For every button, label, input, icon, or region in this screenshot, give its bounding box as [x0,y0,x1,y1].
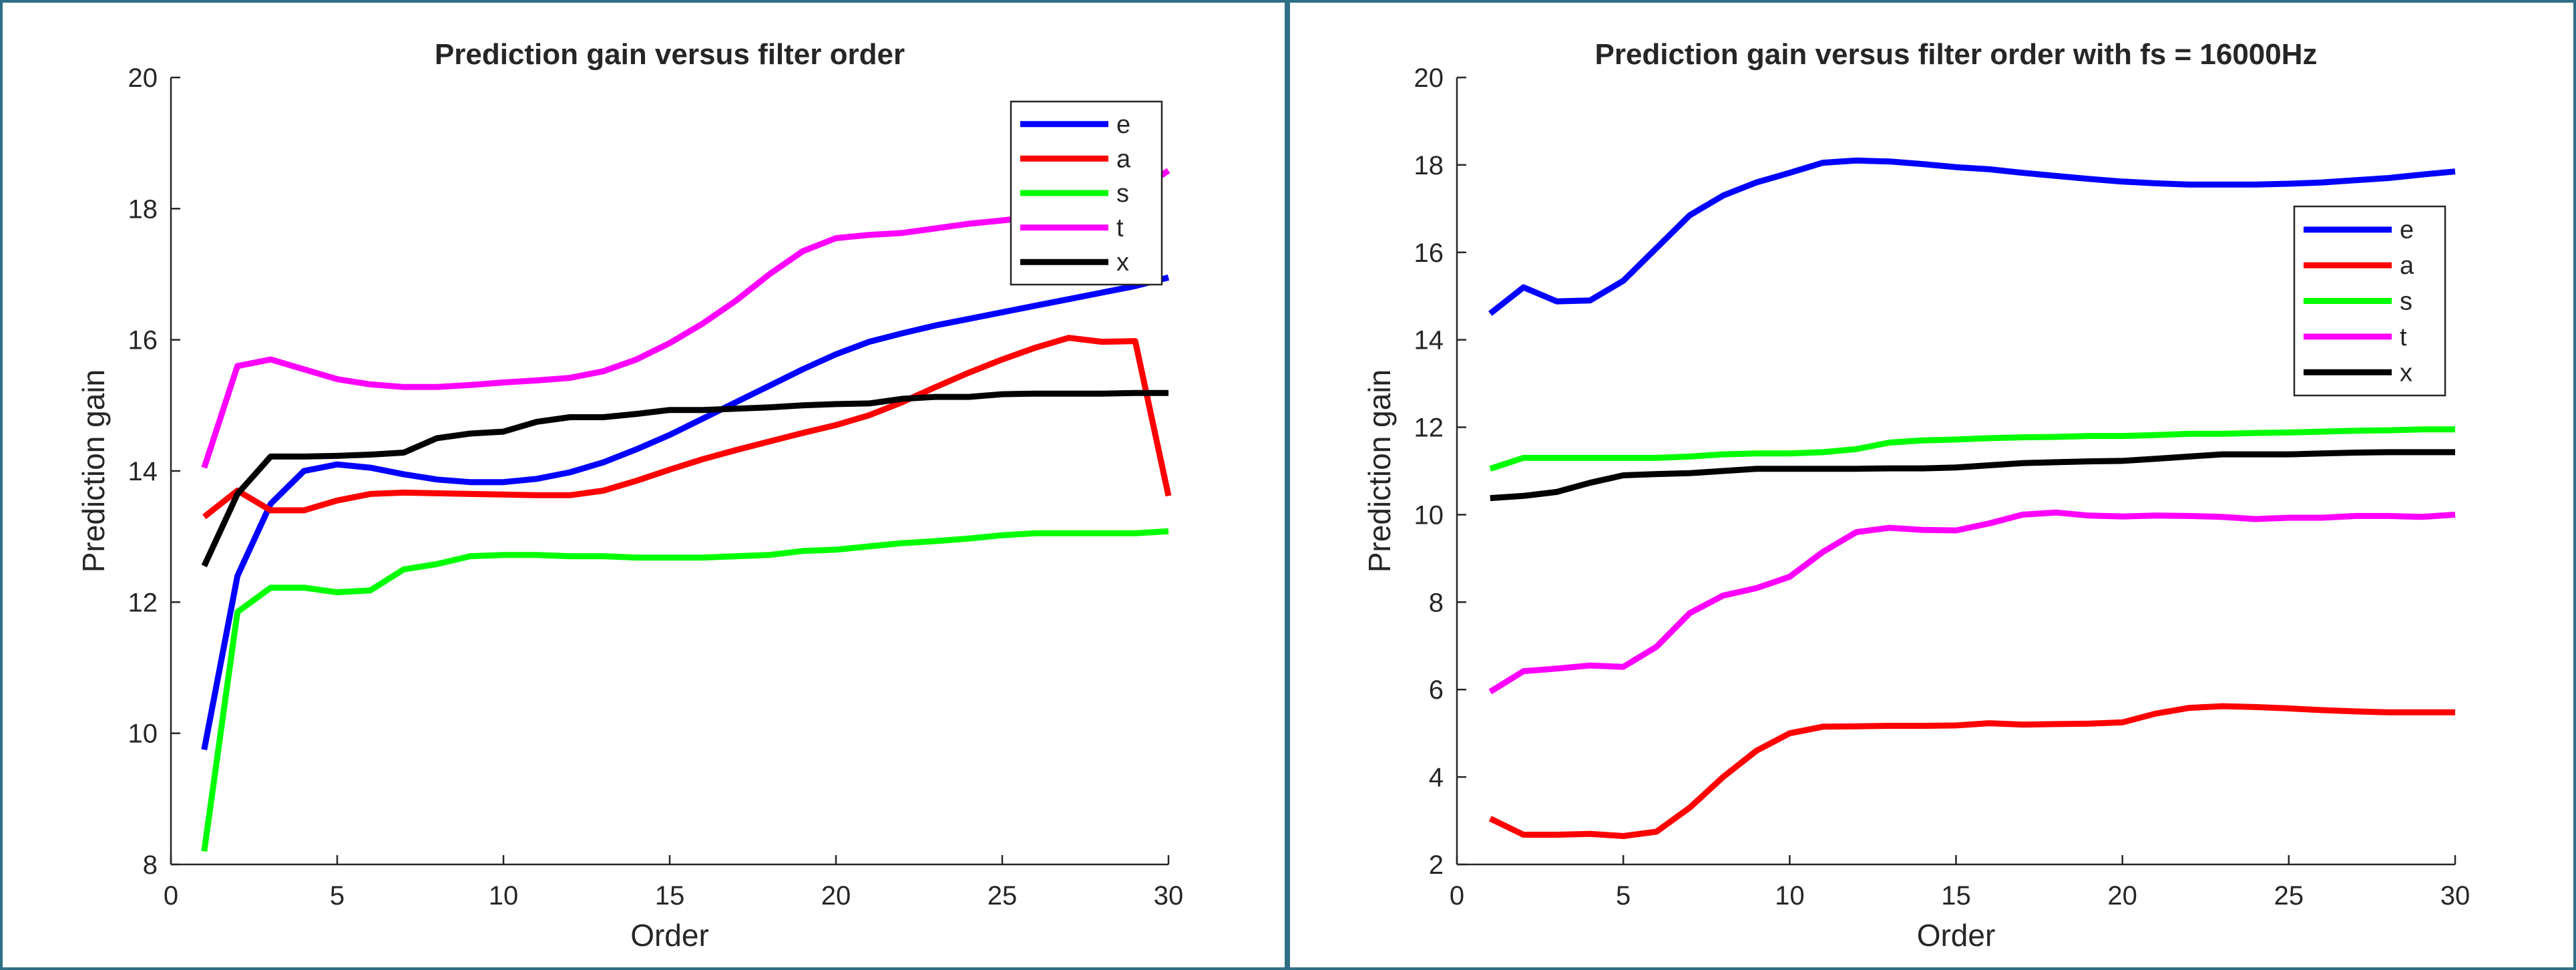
left-chart-panel: Prediction gain versus filter order 0 5 10 1… [0,0,1287,970]
x-tick-label: 5 [330,881,345,911]
x-tick-label: 25 [988,881,1018,911]
y-axis-label: Prediction gain [76,369,111,573]
y-tick-label: 8 [1429,588,1444,617]
x-tick-label: 25 [2274,881,2304,911]
y-tick-label: 4 [1429,763,1444,792]
chart-title: Prediction gain versus filter order [435,38,905,71]
y-tick-label: 20 [128,63,158,93]
y-tick-label: 2 [1429,850,1444,880]
series-line-x [1490,449,2455,502]
y-tick-label: 8 [143,850,158,880]
y-tick-label: 10 [1414,500,1444,530]
y-tick-label: 14 [1414,326,1444,355]
chart-title: Prediction gain versus filter order with… [1594,38,2317,71]
y-tick-label: 18 [128,194,158,224]
y-tick-label: 6 [1429,675,1444,705]
series-line-t [1488,509,2456,695]
legend-label-s: s [2400,288,2412,316]
series-line-e [201,275,1170,751]
legend-label-x: x [2400,359,2412,387]
y-tick-label: 20 [1414,63,1444,93]
x-tick-label: 20 [2107,881,2137,911]
legend-label-x: x [1116,249,1129,277]
legend-label-a: a [2400,252,2414,280]
series-line-s [201,528,1169,852]
x-axis-label: Order [630,918,709,953]
left-line-chart: Prediction gain versus filter order 0 5 10 1… [76,38,1184,953]
series-line-x [201,389,1168,568]
x-tick-label: 0 [1450,881,1464,911]
x-tick-label: 15 [655,881,685,911]
series-line-e [1488,157,2456,316]
x-tick-label: 30 [1154,881,1184,911]
x-tick-label: 30 [2440,881,2471,911]
series-line-t [201,168,1170,469]
y-tick-label: 18 [1414,151,1444,180]
legend-label-e: e [2400,216,2414,245]
y-tick-label: 10 [128,719,158,749]
y-tick-label: 16 [128,326,158,355]
y-tick-label: 16 [1414,238,1444,268]
x-axis-label: Order [1917,918,1996,953]
legend-label-t: t [2400,323,2407,351]
series-line-a [202,335,1172,520]
y-tick-label: 14 [128,457,158,486]
x-tick-label: 10 [1775,881,1805,911]
legend-label-a: a [1116,145,1131,173]
x-tick-label: 5 [1616,881,1631,911]
legend-label-s: s [1116,180,1129,208]
y-tick-label: 12 [128,588,158,617]
series-line-s [1489,426,2455,472]
x-tick-label: 20 [821,881,851,911]
x-tick-label: 0 [164,881,178,911]
y-tick-label: 12 [1414,414,1444,443]
legend-label-t: t [1116,214,1124,242]
series-line-a [1488,703,2455,839]
right-line-chart: Prediction gain versus filter order with… [1362,38,2471,953]
y-axis-label: Prediction gain [1362,369,1397,573]
x-tick-label: 10 [489,881,519,911]
legend-label-e: e [1116,111,1130,139]
x-tick-label: 15 [1941,881,1971,911]
right-chart-panel: Prediction gain versus filter order with… [1287,0,2576,970]
